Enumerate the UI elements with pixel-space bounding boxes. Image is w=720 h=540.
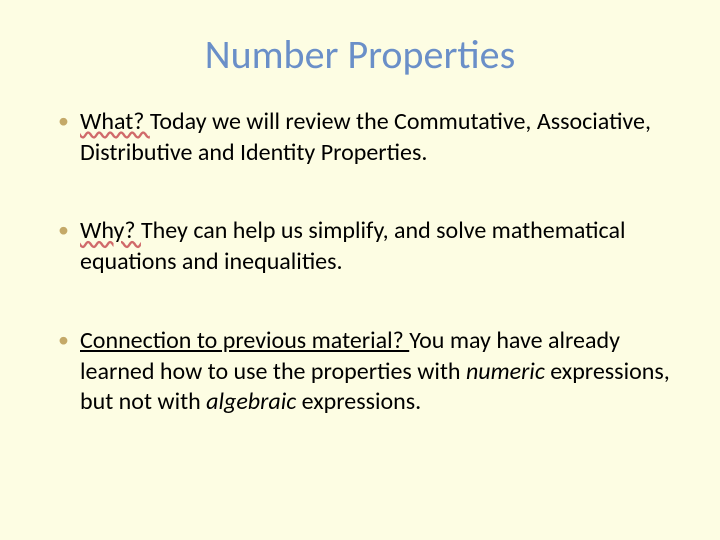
bullet-text: Today we will review the Commutative, As… (80, 107, 651, 167)
bullet-item: What? Today we will review the Commutati… (58, 107, 680, 168)
bullet-italic: algebraic (206, 387, 296, 416)
bullet-italic: numeric (466, 357, 545, 386)
slide-title: Number Properties (40, 30, 680, 79)
bullet-lead: Why? (80, 216, 141, 245)
bullet-text-post: expressions. (296, 387, 421, 416)
bullet-item: Why? They can help us simplify, and solv… (58, 216, 680, 277)
bullet-text: They can help us simplify, and solve mat… (80, 216, 625, 276)
slide: Number Properties What? Today we will re… (0, 0, 720, 540)
bullet-item: Connection to previous material? You may… (58, 326, 680, 418)
bullet-lead: What? (80, 107, 150, 136)
bullet-lead: Connection to previous material? (80, 326, 409, 355)
bullet-list: What? Today we will review the Commutati… (40, 107, 680, 418)
